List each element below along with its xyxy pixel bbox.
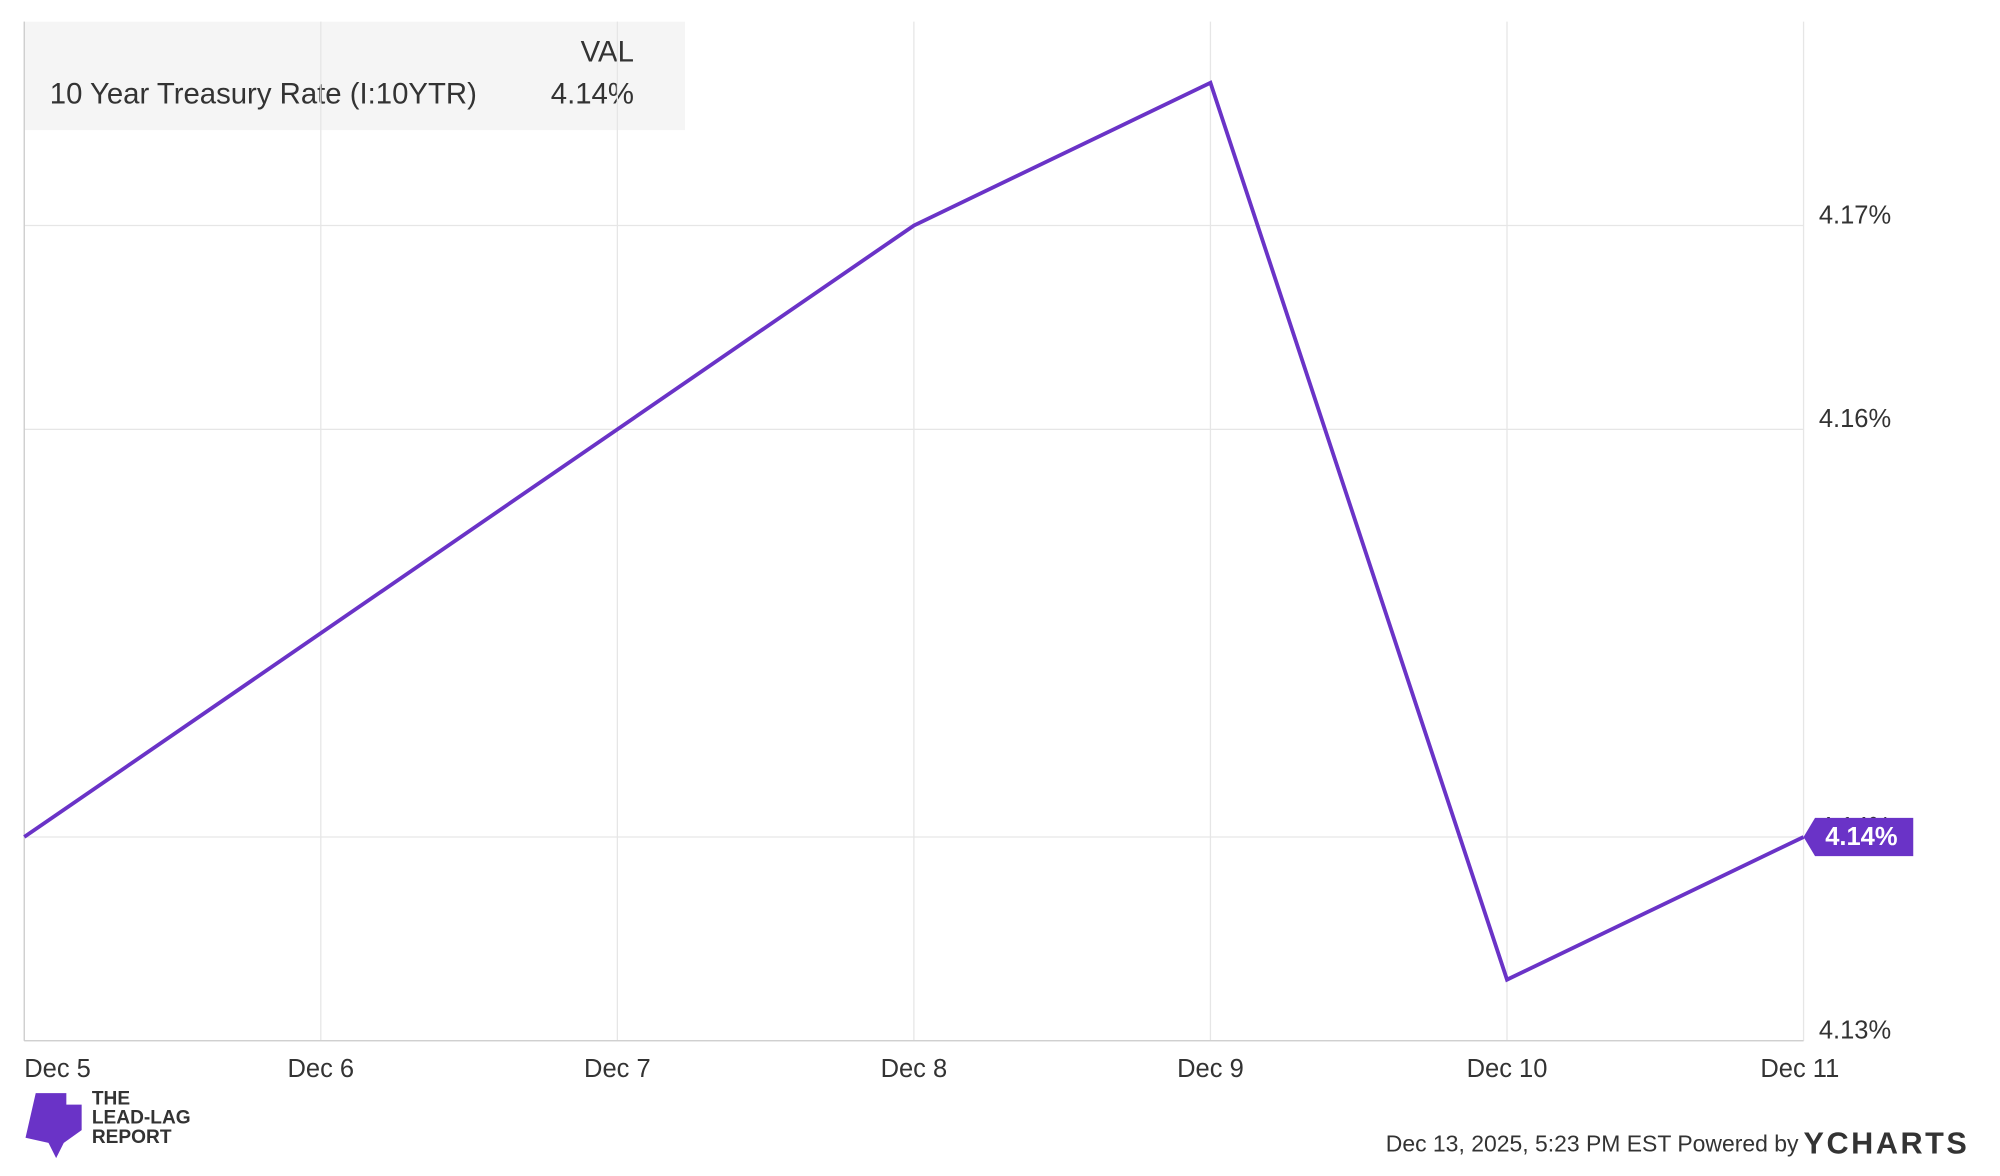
x-tick-label: Dec 11 [1760, 1055, 1839, 1083]
x-tick-label: Dec 5 [24, 1055, 91, 1083]
logo-text: LEAD-LAG [92, 1108, 191, 1129]
legend-value: 4.14% [551, 77, 634, 110]
y-tick-label: 4.16% [1819, 405, 1891, 433]
last-value-flag [1803, 817, 1914, 857]
footer-brand: YCHARTS [1804, 1126, 1970, 1160]
legend-name: 10 Year Treasury Rate (I:10YTR) [50, 77, 477, 110]
legend-box [24, 21, 685, 131]
logo-text: THE [92, 1089, 130, 1110]
logo-text: REPORT [92, 1127, 172, 1148]
x-tick-label: Dec 9 [1177, 1055, 1244, 1083]
x-tick-label: Dec 10 [1467, 1055, 1548, 1083]
x-tick-label: Dec 8 [881, 1055, 948, 1083]
x-tick-label: Dec 7 [584, 1055, 651, 1083]
last-value-label: 4.14% [1825, 823, 1897, 851]
y-tick-label: 4.17% [1819, 201, 1891, 229]
legend-header: VAL [581, 35, 634, 68]
footer-timestamp: Dec 13, 2025, 5:23 PM EST Powered by [1386, 1130, 1799, 1156]
line [23, 80, 1805, 983]
y-tick-label: 4.13% [1819, 1017, 1891, 1045]
x-tick-label: Dec 6 [287, 1055, 354, 1083]
logo-icon [25, 1093, 82, 1159]
logo: THE LEAD-LAG REPORT [25, 1089, 191, 1159]
